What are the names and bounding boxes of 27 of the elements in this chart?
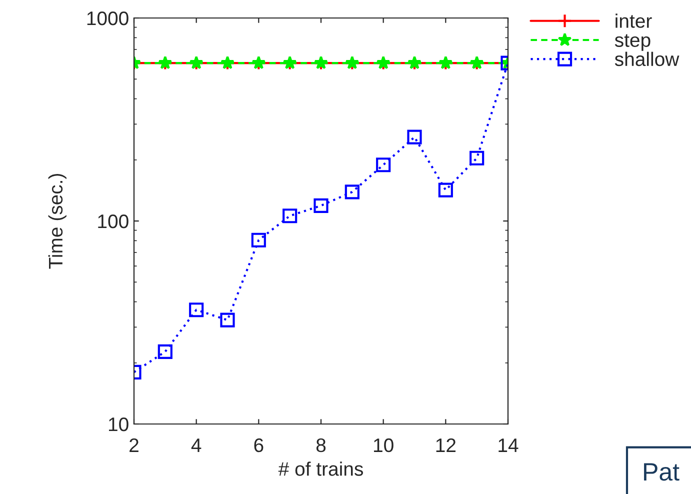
point bbox=[470, 150, 484, 166]
point bbox=[314, 198, 328, 213]
x-tick-label: 6 bbox=[254, 438, 264, 452]
point bbox=[344, 184, 360, 200]
y-tick-label: 1000 bbox=[87, 11, 128, 26]
point bbox=[158, 344, 172, 360]
point bbox=[407, 130, 422, 144]
point bbox=[282, 208, 298, 224]
y-tick-label: 10 bbox=[108, 417, 128, 432]
legend-label: shallow bbox=[614, 52, 680, 66]
legend-label: step bbox=[614, 34, 650, 51]
x-tick-label: 14 bbox=[498, 438, 518, 452]
x-tick-label: 10 bbox=[374, 438, 394, 452]
x-tick-label: 4 bbox=[191, 438, 202, 452]
legend-label: inter bbox=[616, 14, 652, 28]
x-axis-title: # of trains bbox=[278, 462, 363, 476]
point bbox=[220, 312, 235, 328]
x-tick-label: 2 bbox=[130, 438, 138, 452]
point bbox=[438, 182, 453, 198]
point bbox=[251, 232, 266, 248]
point bbox=[376, 158, 391, 172]
point bbox=[189, 302, 204, 318]
text: Pat bbox=[644, 463, 680, 481]
x-tick-label: 12 bbox=[436, 438, 456, 452]
x-tick-label: 8 bbox=[316, 438, 326, 452]
y-tick-label: 100 bbox=[98, 214, 128, 228]
y-axis-title: Time (sec.) bbox=[48, 174, 66, 269]
